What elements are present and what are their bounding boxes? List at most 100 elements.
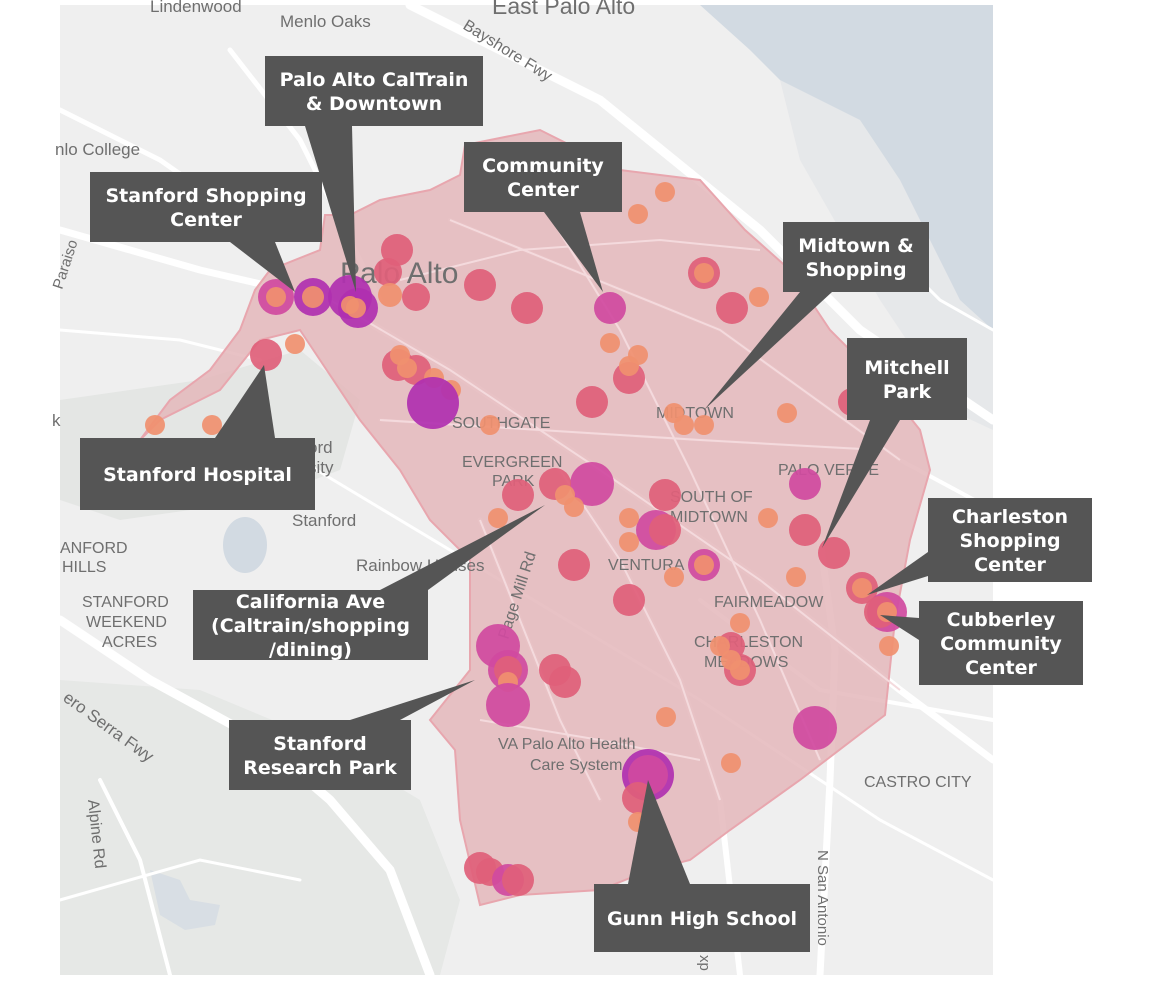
data-point	[721, 753, 741, 773]
data-point	[694, 263, 714, 283]
callout-box	[847, 338, 967, 420]
map-label: ACRES	[102, 634, 157, 651]
callout-label: Research Park	[243, 757, 397, 779]
data-point	[852, 578, 872, 598]
callout-pointer	[215, 365, 275, 438]
data-point	[302, 286, 324, 308]
data-point	[789, 514, 821, 546]
data-point	[341, 296, 359, 314]
bay-water	[700, 5, 993, 370]
callout-pointer	[704, 292, 832, 410]
map-label: EVERGREEN	[462, 454, 562, 471]
data-point	[613, 584, 645, 616]
callout: Palo Alto CalTrain& Downtown	[265, 56, 483, 292]
data-point	[716, 292, 748, 324]
data-point	[619, 508, 639, 528]
map-label: SOUTHGATE	[452, 415, 550, 432]
data-point	[570, 462, 614, 506]
map-label: xp	[696, 955, 713, 971]
callout-label: Shopping	[805, 259, 906, 281]
callout-box	[919, 601, 1083, 685]
callout-label: Center	[170, 209, 242, 231]
callout-pointer	[380, 505, 545, 590]
data-point	[285, 334, 305, 354]
hill-water	[150, 870, 220, 930]
callout-pointer	[628, 780, 690, 884]
map-label: MIDTOWN	[670, 509, 748, 526]
callouts: Palo Alto CalTrain& DowntownCommunityCen…	[80, 56, 1092, 952]
callout-label: Midtown &	[798, 235, 913, 257]
data-point	[879, 636, 899, 656]
data-point	[407, 377, 459, 429]
map-label: Menlo Oaks	[280, 12, 371, 31]
callout-label: Center	[965, 657, 1037, 679]
callout-box	[229, 720, 411, 790]
callout-label: Gunn High School	[607, 908, 797, 930]
data-point	[594, 292, 626, 324]
data-point	[486, 683, 530, 727]
data-point	[656, 707, 676, 727]
data-point	[402, 283, 430, 311]
callout-pointer	[544, 212, 603, 292]
map-label: nlo College	[55, 140, 140, 159]
callout-label: Mitchell	[864, 357, 949, 379]
map-label: Care System	[530, 757, 622, 774]
callout-label: Community	[940, 633, 1062, 655]
map-label: k	[52, 411, 61, 430]
data-point	[619, 532, 639, 552]
callout: Stanford Hospital	[80, 365, 315, 510]
callout-pointer	[350, 680, 475, 720]
data-point	[202, 415, 222, 435]
map-label: WEEKEND	[86, 614, 167, 631]
data-point	[649, 514, 681, 546]
callout-label: Stanford	[273, 733, 366, 755]
callout-box	[90, 172, 322, 242]
map-label: N San Antonio	[814, 850, 831, 946]
callout-box	[193, 590, 428, 660]
map-label: East Palo Alto	[492, 0, 635, 19]
callout: Midtown &Shopping	[704, 222, 929, 410]
callout-label: (Caltrain/shopping	[211, 615, 410, 637]
data-point	[464, 269, 496, 301]
data-point	[786, 567, 806, 587]
callout-label: Charleston	[952, 506, 1068, 528]
data-point	[730, 660, 750, 680]
data-point	[266, 287, 286, 307]
callout-label: Cubberley	[947, 609, 1056, 631]
callout-label: Stanford Hospital	[103, 464, 292, 486]
data-point	[758, 508, 778, 528]
data-point	[649, 479, 681, 511]
callout-label: Center	[974, 554, 1046, 576]
data-point	[480, 415, 500, 435]
callout-label: Palo Alto CalTrain	[280, 69, 469, 91]
callout-label: Community	[482, 155, 604, 177]
data-point	[381, 234, 413, 266]
data-point	[397, 358, 417, 378]
callout-label: & Downtown	[306, 93, 442, 115]
data-point	[511, 292, 543, 324]
callout-box	[464, 142, 622, 212]
callout-label: California Ave	[236, 591, 385, 613]
map-label: FAIRMEADOW	[714, 594, 824, 611]
callout-pointer	[880, 615, 919, 640]
data-point	[145, 415, 165, 435]
callout-label: Stanford Shopping	[105, 185, 306, 207]
data-point	[600, 333, 620, 353]
callout-pointer	[230, 242, 295, 292]
map-label: STANFORD	[82, 594, 169, 611]
data-point	[488, 508, 508, 528]
data-point	[378, 283, 402, 307]
callout: California Ave(Caltrain/shopping/dining)	[193, 505, 545, 661]
callout-label: Center	[507, 179, 579, 201]
data-points	[145, 182, 907, 896]
data-point	[694, 555, 714, 575]
data-point	[250, 339, 282, 371]
data-point	[730, 613, 750, 633]
data-point	[789, 468, 821, 500]
data-point	[655, 182, 675, 202]
